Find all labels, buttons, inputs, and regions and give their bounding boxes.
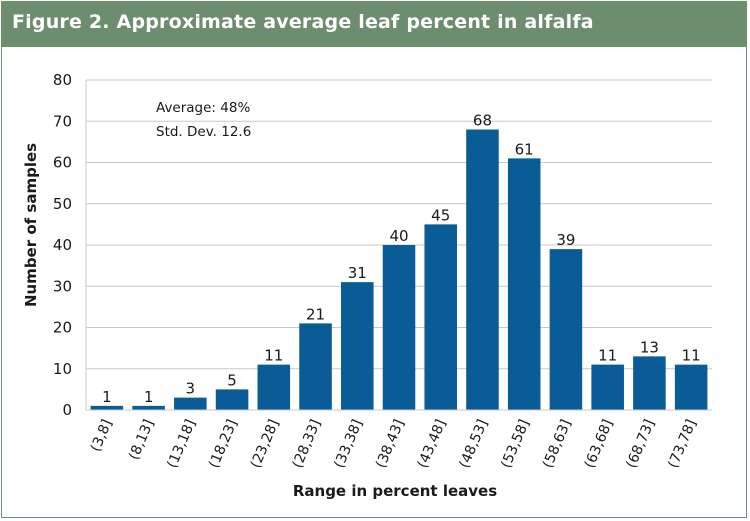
- bar: [507, 158, 541, 410]
- y-tick-label: 70: [53, 112, 72, 130]
- y-tick-label: 80: [53, 71, 72, 89]
- x-tick-label: (8,13]: [126, 417, 157, 462]
- bar: [174, 397, 207, 410]
- x-tick-label: (48,53]: [456, 417, 491, 470]
- x-axis-ticks: (3,8] (8,13] (13,18] (18,23] (23,28] (28,33](…: [88, 417, 700, 470]
- bar-data-label: 21: [306, 305, 325, 323]
- bar: [424, 224, 458, 410]
- annotation-std-dev: Std. Dev. 12.6: [156, 124, 251, 140]
- bar: [549, 249, 583, 410]
- bar: [257, 364, 291, 410]
- axes: [85, 80, 712, 411]
- x-tick-label: (13,18]: [164, 417, 199, 470]
- y-tick-label: 50: [53, 195, 72, 213]
- x-tick-label: (33,38]: [331, 417, 366, 470]
- bar-data-label: 39: [556, 231, 575, 249]
- bar-data-label: 11: [264, 347, 283, 365]
- x-tick-label: (3,8]: [88, 417, 116, 454]
- y-tick-label: 0: [62, 401, 72, 419]
- bar: [633, 356, 666, 410]
- stats-annotation: Average: 48% Std. Dev. 12.6: [156, 100, 251, 140]
- x-tick-label: (53,58]: [498, 417, 533, 470]
- bar: [132, 405, 165, 410]
- y-tick-label: 60: [53, 154, 72, 172]
- y-axis-title: Number of samples: [22, 143, 40, 307]
- bar: [215, 389, 249, 410]
- bar: [340, 282, 374, 410]
- x-tick-label: (73,78]: [665, 417, 700, 470]
- bar-data-label: 61: [515, 140, 534, 158]
- figure-title: Figure 2. Approximate average leaf perce…: [12, 11, 594, 33]
- x-tick-label: (43,48]: [415, 417, 450, 470]
- x-axis-title: Range in percent leaves: [293, 482, 497, 500]
- x-tick-label: (18,23]: [206, 417, 241, 470]
- x-tick-label: (28,33]: [290, 417, 325, 470]
- figure-header: Figure 2. Approximate average leaf perce…: [2, 2, 746, 47]
- bar-data-label: 1: [102, 388, 112, 406]
- bar: [674, 364, 708, 410]
- x-tick-label: (58,63]: [540, 417, 575, 470]
- bar-data-label: 31: [348, 264, 367, 282]
- bar-data-label: 11: [598, 347, 617, 365]
- bar-data-label: 40: [389, 227, 408, 245]
- y-tick-label: 30: [53, 277, 72, 295]
- bars: [90, 129, 708, 410]
- bar: [382, 245, 416, 410]
- bar-data-label: 13: [640, 338, 659, 356]
- y-tick-label: 40: [53, 236, 72, 254]
- bar-data-label: 3: [186, 380, 196, 398]
- y-axis-ticks: 0 10 20 30 40 50 60 70 80: [53, 71, 72, 419]
- bar: [591, 364, 624, 410]
- bar-data-label: 45: [431, 206, 450, 224]
- bar: [299, 323, 332, 410]
- bar: [90, 405, 124, 410]
- y-tick-label: 10: [53, 360, 72, 378]
- bar-data-label: 11: [682, 347, 701, 365]
- x-tick-label: (63,68]: [582, 417, 617, 470]
- bar-data-label: 1: [144, 388, 154, 406]
- y-tick-label: 20: [53, 319, 72, 337]
- bar-data-label: 5: [227, 371, 237, 389]
- x-tick-label: (68,73]: [623, 417, 658, 470]
- bar-data-label: 68: [473, 112, 492, 130]
- bar: [466, 129, 499, 410]
- x-tick-label: (23,28]: [248, 417, 283, 470]
- annotation-average: Average: 48%: [156, 100, 250, 116]
- x-tick-label: (38,43]: [373, 417, 408, 470]
